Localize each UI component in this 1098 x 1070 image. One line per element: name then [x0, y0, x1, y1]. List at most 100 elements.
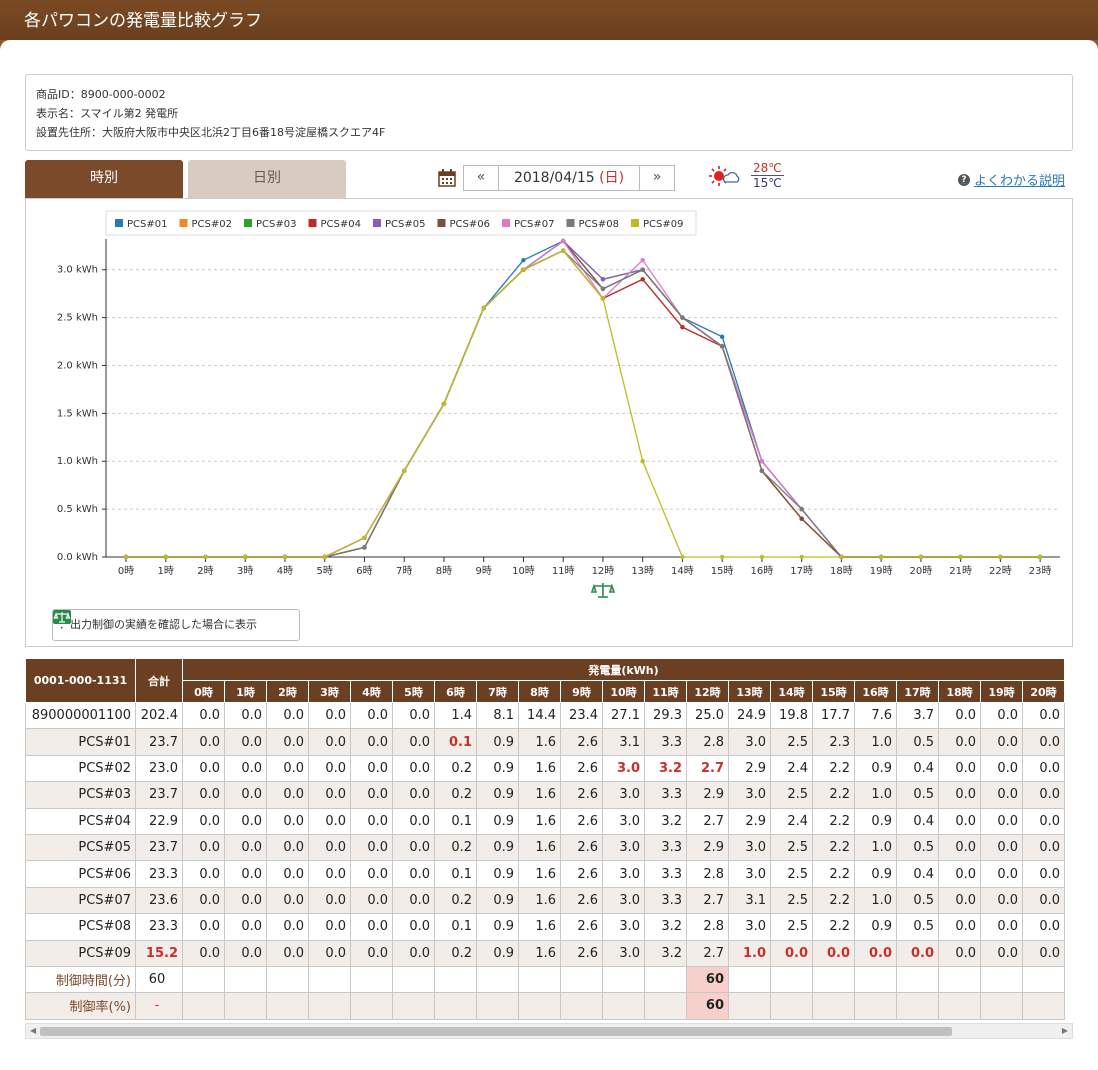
- power-line-chart: PCS#01 PCS#02 PCS#03 PCS#04 PCS#05 PCS#06 PCS#…: [57, 210, 1060, 598]
- hour-value: 0.9: [854, 754, 897, 783]
- hour-value: 0.0: [938, 754, 981, 783]
- data-point: [600, 296, 606, 301]
- legend-swatch-pcs03: [244, 219, 252, 227]
- data-point: [203, 554, 208, 560]
- hour-header: 0時: [182, 680, 225, 703]
- control-value: 60: [686, 992, 729, 1020]
- hour-value: 3.3: [644, 781, 687, 809]
- calendar-icon[interactable]: [437, 168, 457, 188]
- scroll-thumb[interactable]: [40, 1027, 952, 1036]
- hour-value: 1.6: [518, 886, 561, 915]
- hour-value: 0.9: [476, 860, 519, 888]
- x-tick-label: 18時: [830, 565, 853, 577]
- hour-value: 3.7: [896, 701, 939, 730]
- data-point: [719, 554, 725, 560]
- weather-info: 28℃ 15℃: [707, 161, 784, 190]
- hour-header: 7時: [476, 680, 519, 703]
- data-point: [878, 554, 884, 560]
- hour-value: 0.0: [980, 833, 1023, 862]
- hour-value: 2.6: [560, 886, 603, 915]
- next-date-button[interactable]: »: [639, 165, 675, 191]
- row-name: PCS#03: [25, 781, 136, 809]
- table-row: PCS#02 23.0 0.0 0.0 0.0 0.0 0.0 0.0 0.2 0.9 1.6 2.6…: [25, 754, 1065, 783]
- empty-cell: [434, 965, 477, 994]
- data-point: [481, 305, 486, 311]
- scroll-left-icon[interactable]: ◀: [30, 1026, 37, 1035]
- hour-value: 0.0: [308, 860, 351, 888]
- hour-header: 16時: [854, 680, 897, 703]
- plant-info-box: 商品ID：8900-000-0002 表示名：スマイル第2 発電所 設置先住所：…: [25, 74, 1073, 151]
- generation-table: 0001-000-1131 合計 発電量(kWh) 0時 1時 2時 3時 4時 5時 6時 7時 8…: [25, 658, 1065, 1020]
- scroll-right-icon[interactable]: ▶: [1061, 1026, 1068, 1035]
- hour-value: 0.0: [980, 728, 1023, 756]
- hour-value: 2.6: [560, 754, 603, 783]
- legend-swatch-pcs07: [502, 219, 510, 227]
- control-total: -: [135, 992, 183, 1020]
- data-point: [759, 459, 765, 464]
- horizontal-scrollbar[interactable]: ◀ ▶: [25, 1023, 1073, 1039]
- tab-daily[interactable]: 日別: [188, 160, 346, 198]
- help-label[interactable]: よくわかる説明: [974, 174, 1066, 189]
- hour-value: 0.0: [392, 807, 435, 835]
- control-marker-icon[interactable]: [590, 583, 616, 598]
- data-point: [839, 554, 844, 560]
- hour-value: 0.0: [182, 728, 225, 756]
- hour-value: 1.0: [854, 728, 897, 756]
- row-name: PCS#09: [25, 939, 136, 967]
- hour-value: 0.0: [980, 807, 1023, 835]
- hour-value: 0.0: [392, 886, 435, 915]
- empty-cell: [350, 965, 393, 994]
- empty-cell: [308, 992, 351, 1020]
- hour-value: 0.0: [938, 781, 981, 809]
- hour-value: 0.0: [392, 860, 435, 888]
- hour-value: 0.0: [182, 833, 225, 862]
- empty-cell: [266, 992, 309, 1020]
- hour-value: 3.0: [728, 913, 771, 941]
- hour-value: 0.0: [938, 939, 981, 967]
- legend-label-pcs03: PCS#03: [256, 219, 296, 230]
- hour-value: 2.4: [770, 754, 813, 783]
- hour-value: 0.0: [224, 728, 267, 756]
- x-tick-label: 9時: [476, 565, 492, 577]
- hour-value: 0.1: [434, 860, 477, 888]
- hour-value: 2.9: [728, 807, 771, 835]
- help-link[interactable]: ? よくわかる説明: [958, 170, 1065, 189]
- data-point: [600, 277, 606, 282]
- hour-value: 2.6: [560, 728, 603, 756]
- hour-value: 0.9: [476, 939, 519, 967]
- table-row: 890000001100 202.4 0.0 0.0 0.0 0.0 0.0 0.0 1.4 8.…: [25, 701, 1065, 730]
- hour-value: 0.9: [854, 807, 897, 835]
- hour-value: 2.2: [812, 886, 855, 915]
- hour-header: 13時: [728, 680, 771, 703]
- legend-label-pcs06: PCS#06: [450, 219, 490, 230]
- hour-header: 3時: [308, 680, 351, 703]
- hour-value: 0.0: [1022, 860, 1065, 888]
- hour-header: 18時: [938, 680, 981, 703]
- hour-value: 0.0: [224, 913, 267, 941]
- hour-value: 0.0: [392, 781, 435, 809]
- tab-hourly[interactable]: 時別: [25, 160, 183, 198]
- data-point: [998, 554, 1003, 560]
- hour-value: 0.0: [350, 701, 393, 730]
- data-point: [799, 516, 804, 521]
- hour-value: 3.0: [728, 728, 771, 756]
- x-tick-label: 1時: [158, 565, 174, 577]
- hour-value: 0.9: [476, 913, 519, 941]
- hour-value: 1.6: [518, 728, 561, 756]
- hour-value: 2.7: [686, 886, 729, 915]
- empty-cell: [896, 992, 939, 1020]
- row-name: 890000001100: [25, 701, 136, 730]
- hour-value: 2.5: [770, 886, 813, 915]
- hour-header: 11時: [644, 680, 687, 703]
- hour-value: 1.6: [518, 781, 561, 809]
- hour-value: 0.0: [182, 781, 225, 809]
- row-name: PCS#08: [25, 913, 136, 941]
- empty-cell: [938, 965, 981, 994]
- hour-value: 0.0: [266, 886, 309, 915]
- x-tick-label: 5時: [317, 565, 333, 577]
- hour-value: 0.0: [392, 754, 435, 783]
- x-tick-label: 14時: [671, 565, 694, 577]
- hour-value: 17.7: [812, 701, 855, 730]
- prev-date-button[interactable]: «: [463, 165, 499, 191]
- hour-value: 0.0: [266, 833, 309, 862]
